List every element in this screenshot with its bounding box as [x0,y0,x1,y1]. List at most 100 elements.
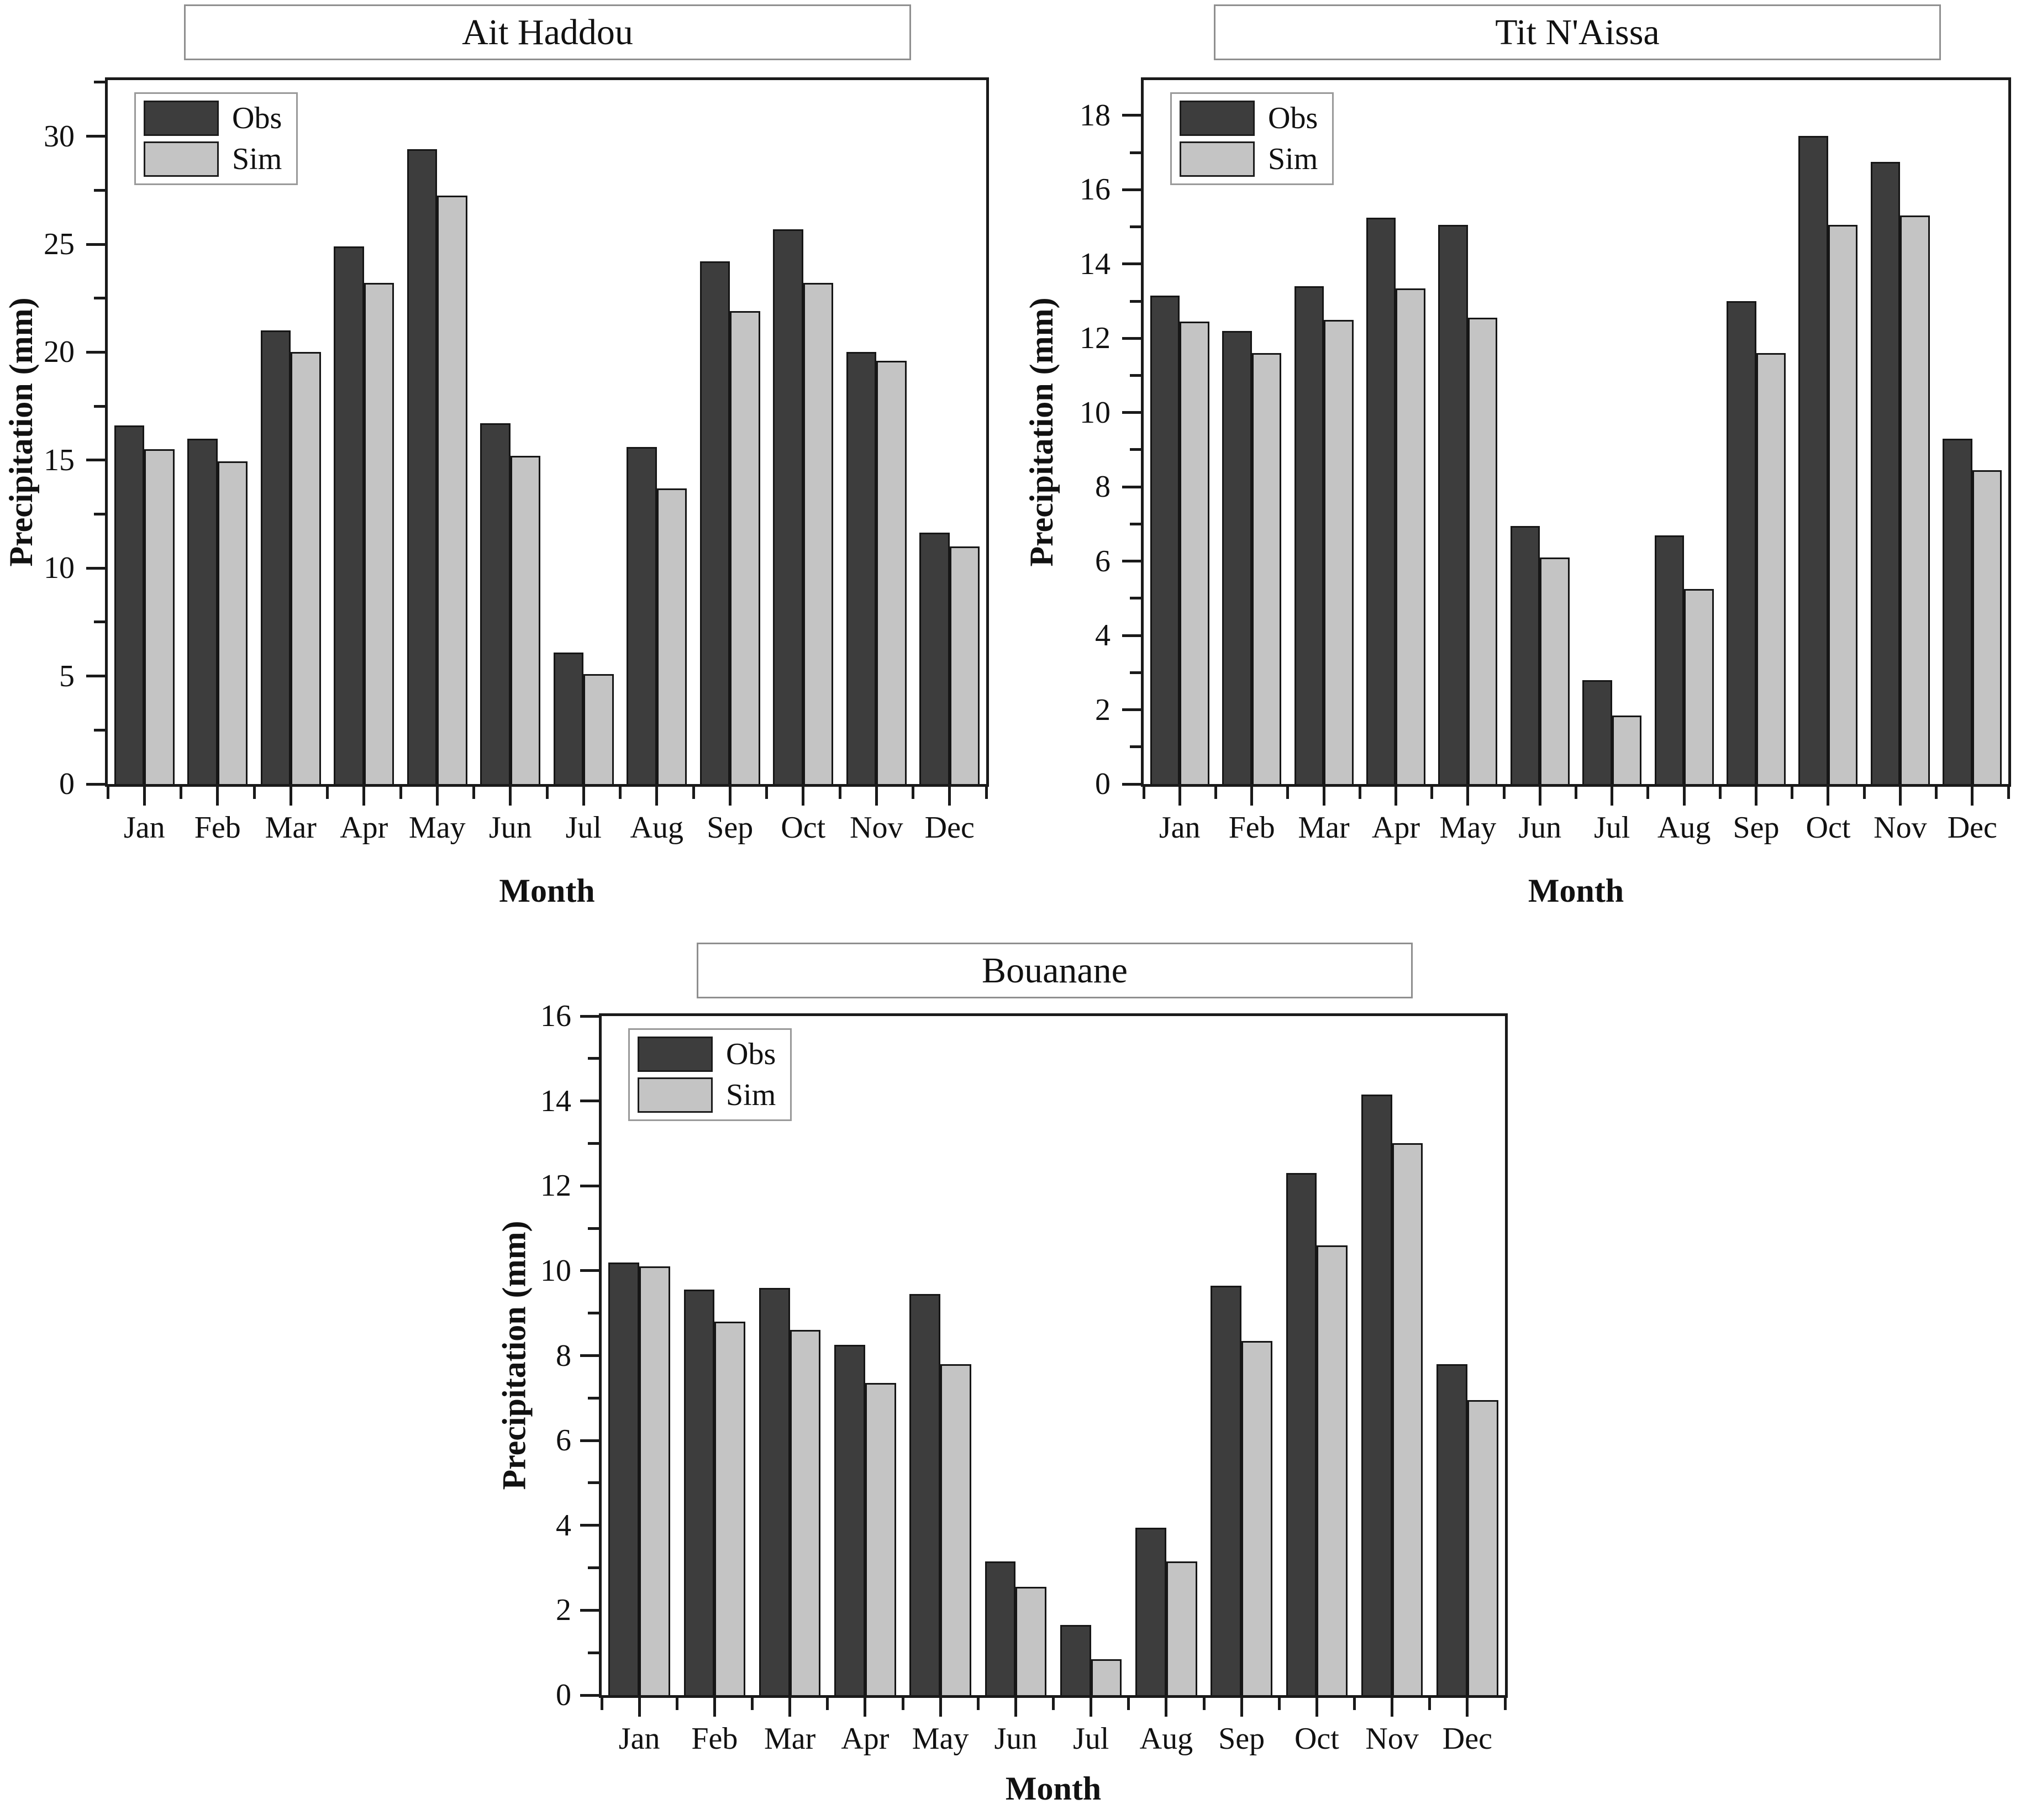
bar-obs-feb [1222,330,1252,784]
x-minor-tick [1358,787,1361,799]
y-minor-tick [94,404,105,408]
x-minor-tick [2007,787,2010,799]
x-major-tick [802,787,805,806]
bar-obs-sep [1211,1285,1242,1695]
legend-item-sim: Sim [1180,141,1318,177]
y-major-tick [1122,411,1141,414]
y-tick-label: 8 [556,1338,571,1373]
y-minor-tick [1130,448,1141,451]
x-major-tick [713,1698,716,1717]
y-major-tick [580,1693,599,1697]
legend-item-sim: Sim [144,141,282,177]
legend-swatch-sim [1180,141,1255,177]
bar-obs-sep [699,261,730,784]
x-minor-tick [976,1698,980,1710]
y-major-tick [580,1608,599,1612]
bar-sim-jun [510,456,541,784]
bar-obs-jul [553,652,584,784]
x-tick-label: Dec [1442,1722,1492,1756]
bar-obs-may [1438,225,1468,784]
legend-item-obs: Obs [638,1037,776,1072]
y-major-tick [580,1184,599,1187]
x-major-tick [1394,787,1397,806]
x-minor-tick [1503,1698,1507,1710]
bar-sim-dec [1972,470,2002,784]
x-major-tick [582,787,585,806]
x-major-tick [289,787,292,806]
legend-label-obs: Obs [1268,101,1318,135]
bar-obs-jun [985,1561,1016,1695]
legend-label-obs: Obs [232,101,282,135]
bar-obs-apr [834,1345,865,1695]
bar-obs-jun [480,423,511,784]
x-tick-label: Jan [123,811,165,845]
y-major-tick [1122,560,1141,563]
x-major-tick [875,787,878,806]
y-tick-label: 10 [1080,395,1111,430]
y-major-tick [1122,634,1141,637]
y-tick-label: 14 [540,1083,571,1118]
x-tick-label: Aug [1139,1722,1193,1756]
legend-item-sim: Sim [638,1077,776,1113]
y-tick-label: 10 [540,1253,571,1288]
y-minor-tick [94,728,105,732]
x-major-tick [1682,787,1686,806]
bar-sim-jul [1091,1659,1122,1695]
x-axis-title: Month [499,872,595,909]
y-major-tick [1122,188,1141,191]
x-tick-label: Dec [1947,811,1997,845]
bar-obs-jan [1150,295,1180,784]
x-major-tick [1165,1698,1168,1717]
bar-obs-aug [1654,535,1685,784]
x-major-tick [216,787,219,806]
y-tick-label: 14 [1080,246,1111,281]
y-tick-label: 4 [1095,618,1111,653]
legend: Obs Sim [134,92,298,185]
bar-obs-may [909,1294,941,1695]
y-minor-tick [588,1227,599,1230]
bar-obs-apr [1366,217,1396,784]
x-major-tick [939,1698,942,1717]
x-minor-tick [1430,787,1434,799]
bar-obs-mar [759,1287,790,1695]
bar-sim-jan [144,449,175,784]
y-major-tick [86,675,105,678]
legend-label-sim: Sim [232,142,282,176]
x-major-tick [1755,787,1758,806]
y-tick-label: 2 [1095,692,1111,727]
x-tick-label: Apr [1371,811,1420,845]
bar-sim-may [940,1364,971,1695]
x-major-tick [638,1698,641,1717]
x-minor-tick [1202,1698,1206,1710]
y-major-tick [580,1100,599,1103]
y-major-tick [1122,114,1141,117]
bar-sim-mar [790,1330,821,1695]
bar-obs-may [407,149,438,784]
x-tick-label: Jul [565,811,602,845]
x-major-tick [1538,787,1541,806]
plot-area: Obs Sim 0 5 10 15 20 25 30 Jan Feb Mar Apr May Jun Ju… [44,77,989,845]
x-minor-tick [912,787,914,799]
legend-swatch-obs [638,1037,713,1072]
x-minor-tick [1277,1698,1281,1710]
legend-swatch-sim [144,141,219,177]
x-tick-label: Aug [1657,811,1711,845]
x-minor-tick [545,787,549,799]
y-major-tick [1122,708,1141,712]
y-minor-tick [588,1481,599,1485]
x-major-tick [1466,1698,1469,1717]
x-minor-tick [1428,1698,1432,1710]
bar-obs-dec [1436,1364,1467,1695]
x-minor-tick [180,787,182,799]
x-tick-label: Nov [1874,811,1927,845]
y-minor-tick [588,1142,599,1145]
x-axis-title: Month [1528,872,1624,909]
x-major-tick [655,787,659,806]
x-major-tick [1090,1698,1093,1717]
x-major-tick [435,787,439,806]
x-tick-label: Oct [1806,811,1851,845]
chart-title-box: Bouanane [697,943,1413,998]
x-major-tick [1250,787,1254,806]
x-major-tick [1898,787,1902,806]
